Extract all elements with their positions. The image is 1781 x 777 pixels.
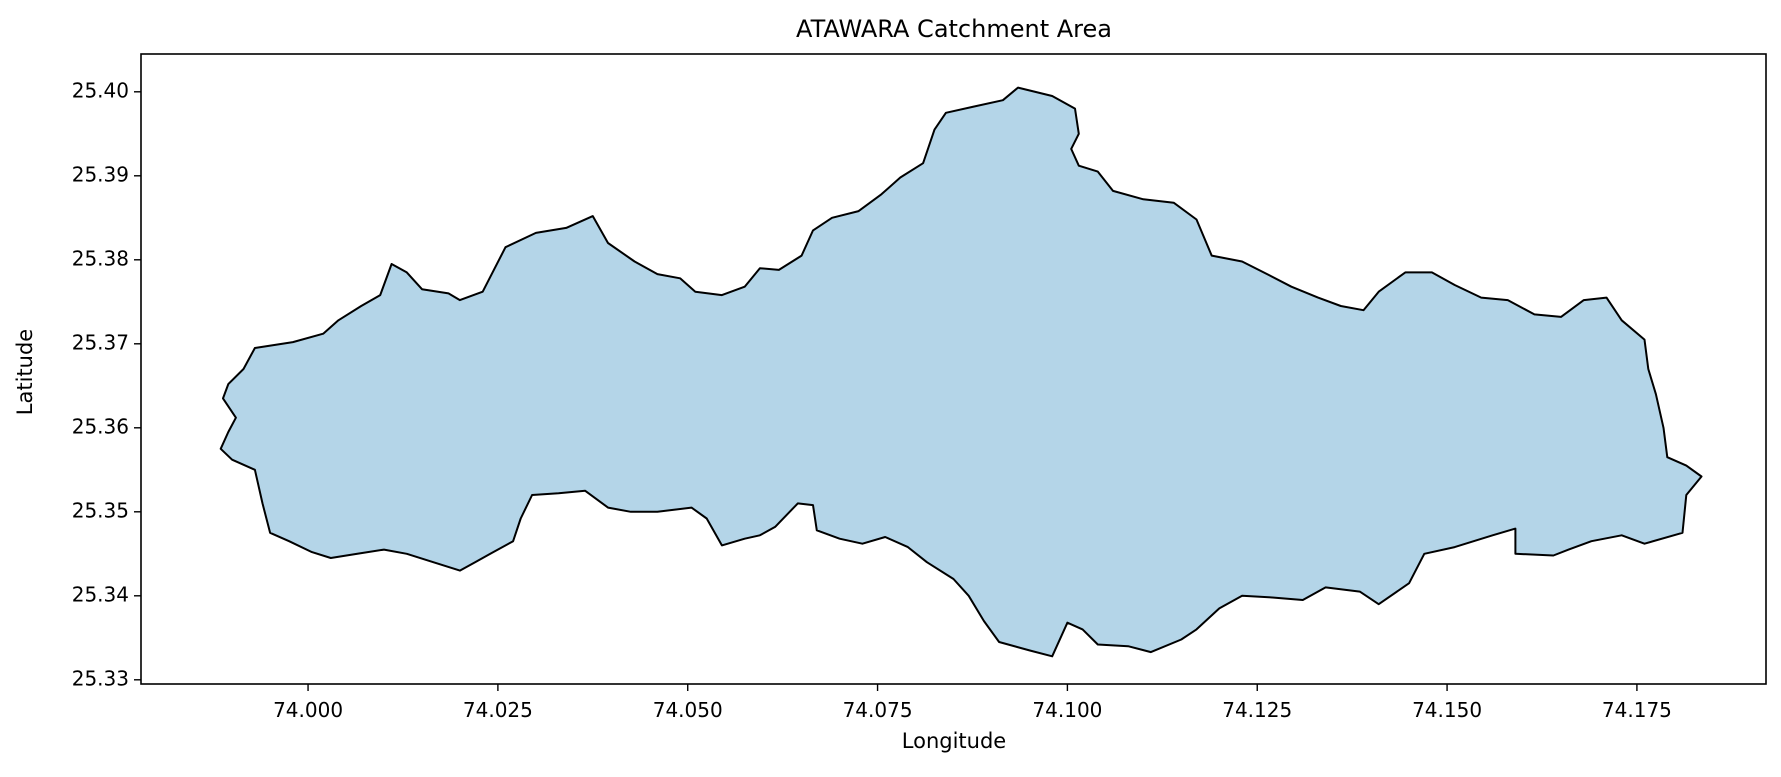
x-tick-label: 74.000 bbox=[273, 698, 343, 722]
map-title: ATAWARA Catchment Area bbox=[796, 15, 1112, 43]
plot-area bbox=[140, 53, 1767, 685]
y-tick-label: 25.36 bbox=[72, 414, 129, 438]
x-axis-ticks: 74.000 74.025 74.050 74.075 74.100 74.125 74.1… bbox=[273, 684, 1672, 722]
y-tick-label: 25.37 bbox=[72, 330, 129, 354]
x-tick-label: 74.150 bbox=[1412, 698, 1482, 722]
catchment-area-polygon bbox=[219, 86, 1703, 658]
axes-frame bbox=[140, 53, 1767, 685]
x-tick-label: 74.050 bbox=[653, 698, 723, 722]
y-tick-label: 25.40 bbox=[72, 78, 129, 102]
y-tick-label: 25.38 bbox=[72, 246, 129, 270]
y-tick-label: 25.35 bbox=[72, 498, 129, 522]
x-tick-label: 74.025 bbox=[463, 698, 533, 722]
x-axis-label: Longitude bbox=[902, 729, 1006, 753]
y-tick-label: 25.34 bbox=[72, 582, 129, 606]
y-tick-label: 25.39 bbox=[72, 162, 129, 186]
y-axis-label: Latitude bbox=[13, 329, 37, 415]
x-tick-label: 74.175 bbox=[1602, 698, 1672, 722]
y-axis-ticks: 25.33 25.34 25.35 25.36 25.37 25.38 25.39 25.40 bbox=[72, 78, 141, 690]
x-tick-label: 74.100 bbox=[1032, 698, 1102, 722]
x-tick-label: 74.125 bbox=[1222, 698, 1292, 722]
y-tick-label: 25.33 bbox=[72, 666, 129, 690]
x-tick-label: 74.075 bbox=[843, 698, 913, 722]
